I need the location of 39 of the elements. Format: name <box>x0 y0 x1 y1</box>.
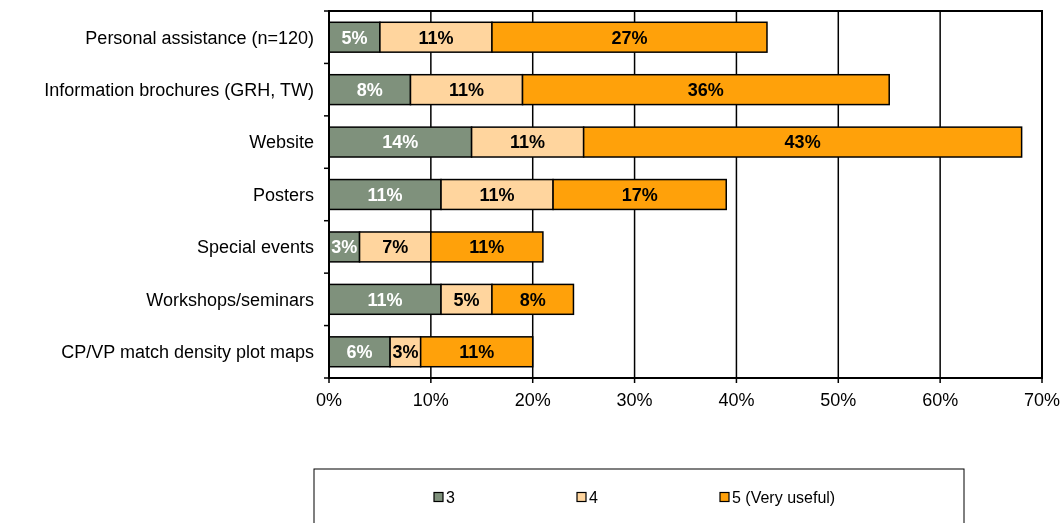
x-tick-label: 70% <box>1023 390 1061 410</box>
data-label: 17% <box>621 184 658 205</box>
data-label: 5% <box>453 289 480 310</box>
x-tick-label: 50% <box>820 390 857 410</box>
data-label: 27% <box>611 27 648 48</box>
x-tick-label: 60% <box>922 390 959 410</box>
data-label: 11% <box>418 27 454 48</box>
x-tick-label: 40% <box>718 390 755 410</box>
y-tick-label: Website <box>249 132 314 153</box>
data-label: 3% <box>331 237 358 258</box>
data-label: 5% <box>341 27 368 48</box>
y-tick-label: Information brochures (GRH, TW) <box>44 79 314 100</box>
data-label: 11% <box>459 342 495 363</box>
y-tick-label: Special events <box>196 237 314 258</box>
x-tick-label: 10% <box>412 390 449 410</box>
data-label: 14% <box>382 132 419 153</box>
x-tick-label: 0% <box>315 390 343 410</box>
data-label: 3% <box>392 342 419 363</box>
x-tick-label: 30% <box>616 390 653 410</box>
data-label: 11% <box>510 132 546 153</box>
data-label: 11% <box>469 237 505 258</box>
data-label: 6% <box>346 342 373 363</box>
y-tick-label: CP/VP match density plot maps <box>61 342 314 363</box>
data-label: 11% <box>448 79 485 100</box>
y-tick-label: Workshops/seminars <box>146 289 314 310</box>
data-label: 43% <box>784 132 821 153</box>
legend-label: 3 <box>446 488 455 506</box>
data-label: 11% <box>479 184 515 205</box>
data-label: 11% <box>367 289 403 310</box>
data-label: 7% <box>382 237 409 258</box>
legend-label: 4 <box>589 488 598 506</box>
y-tick-label: Personal assistance (n=120) <box>85 27 314 48</box>
x-tick-label: 20% <box>514 390 551 410</box>
y-tick-label: Posters <box>252 184 314 205</box>
data-label: 11% <box>367 184 403 205</box>
data-label: 8% <box>356 79 383 100</box>
data-label: 8% <box>519 289 546 310</box>
legend-label: 5 (Very useful) <box>732 488 836 506</box>
data-label: 36% <box>687 79 724 100</box>
